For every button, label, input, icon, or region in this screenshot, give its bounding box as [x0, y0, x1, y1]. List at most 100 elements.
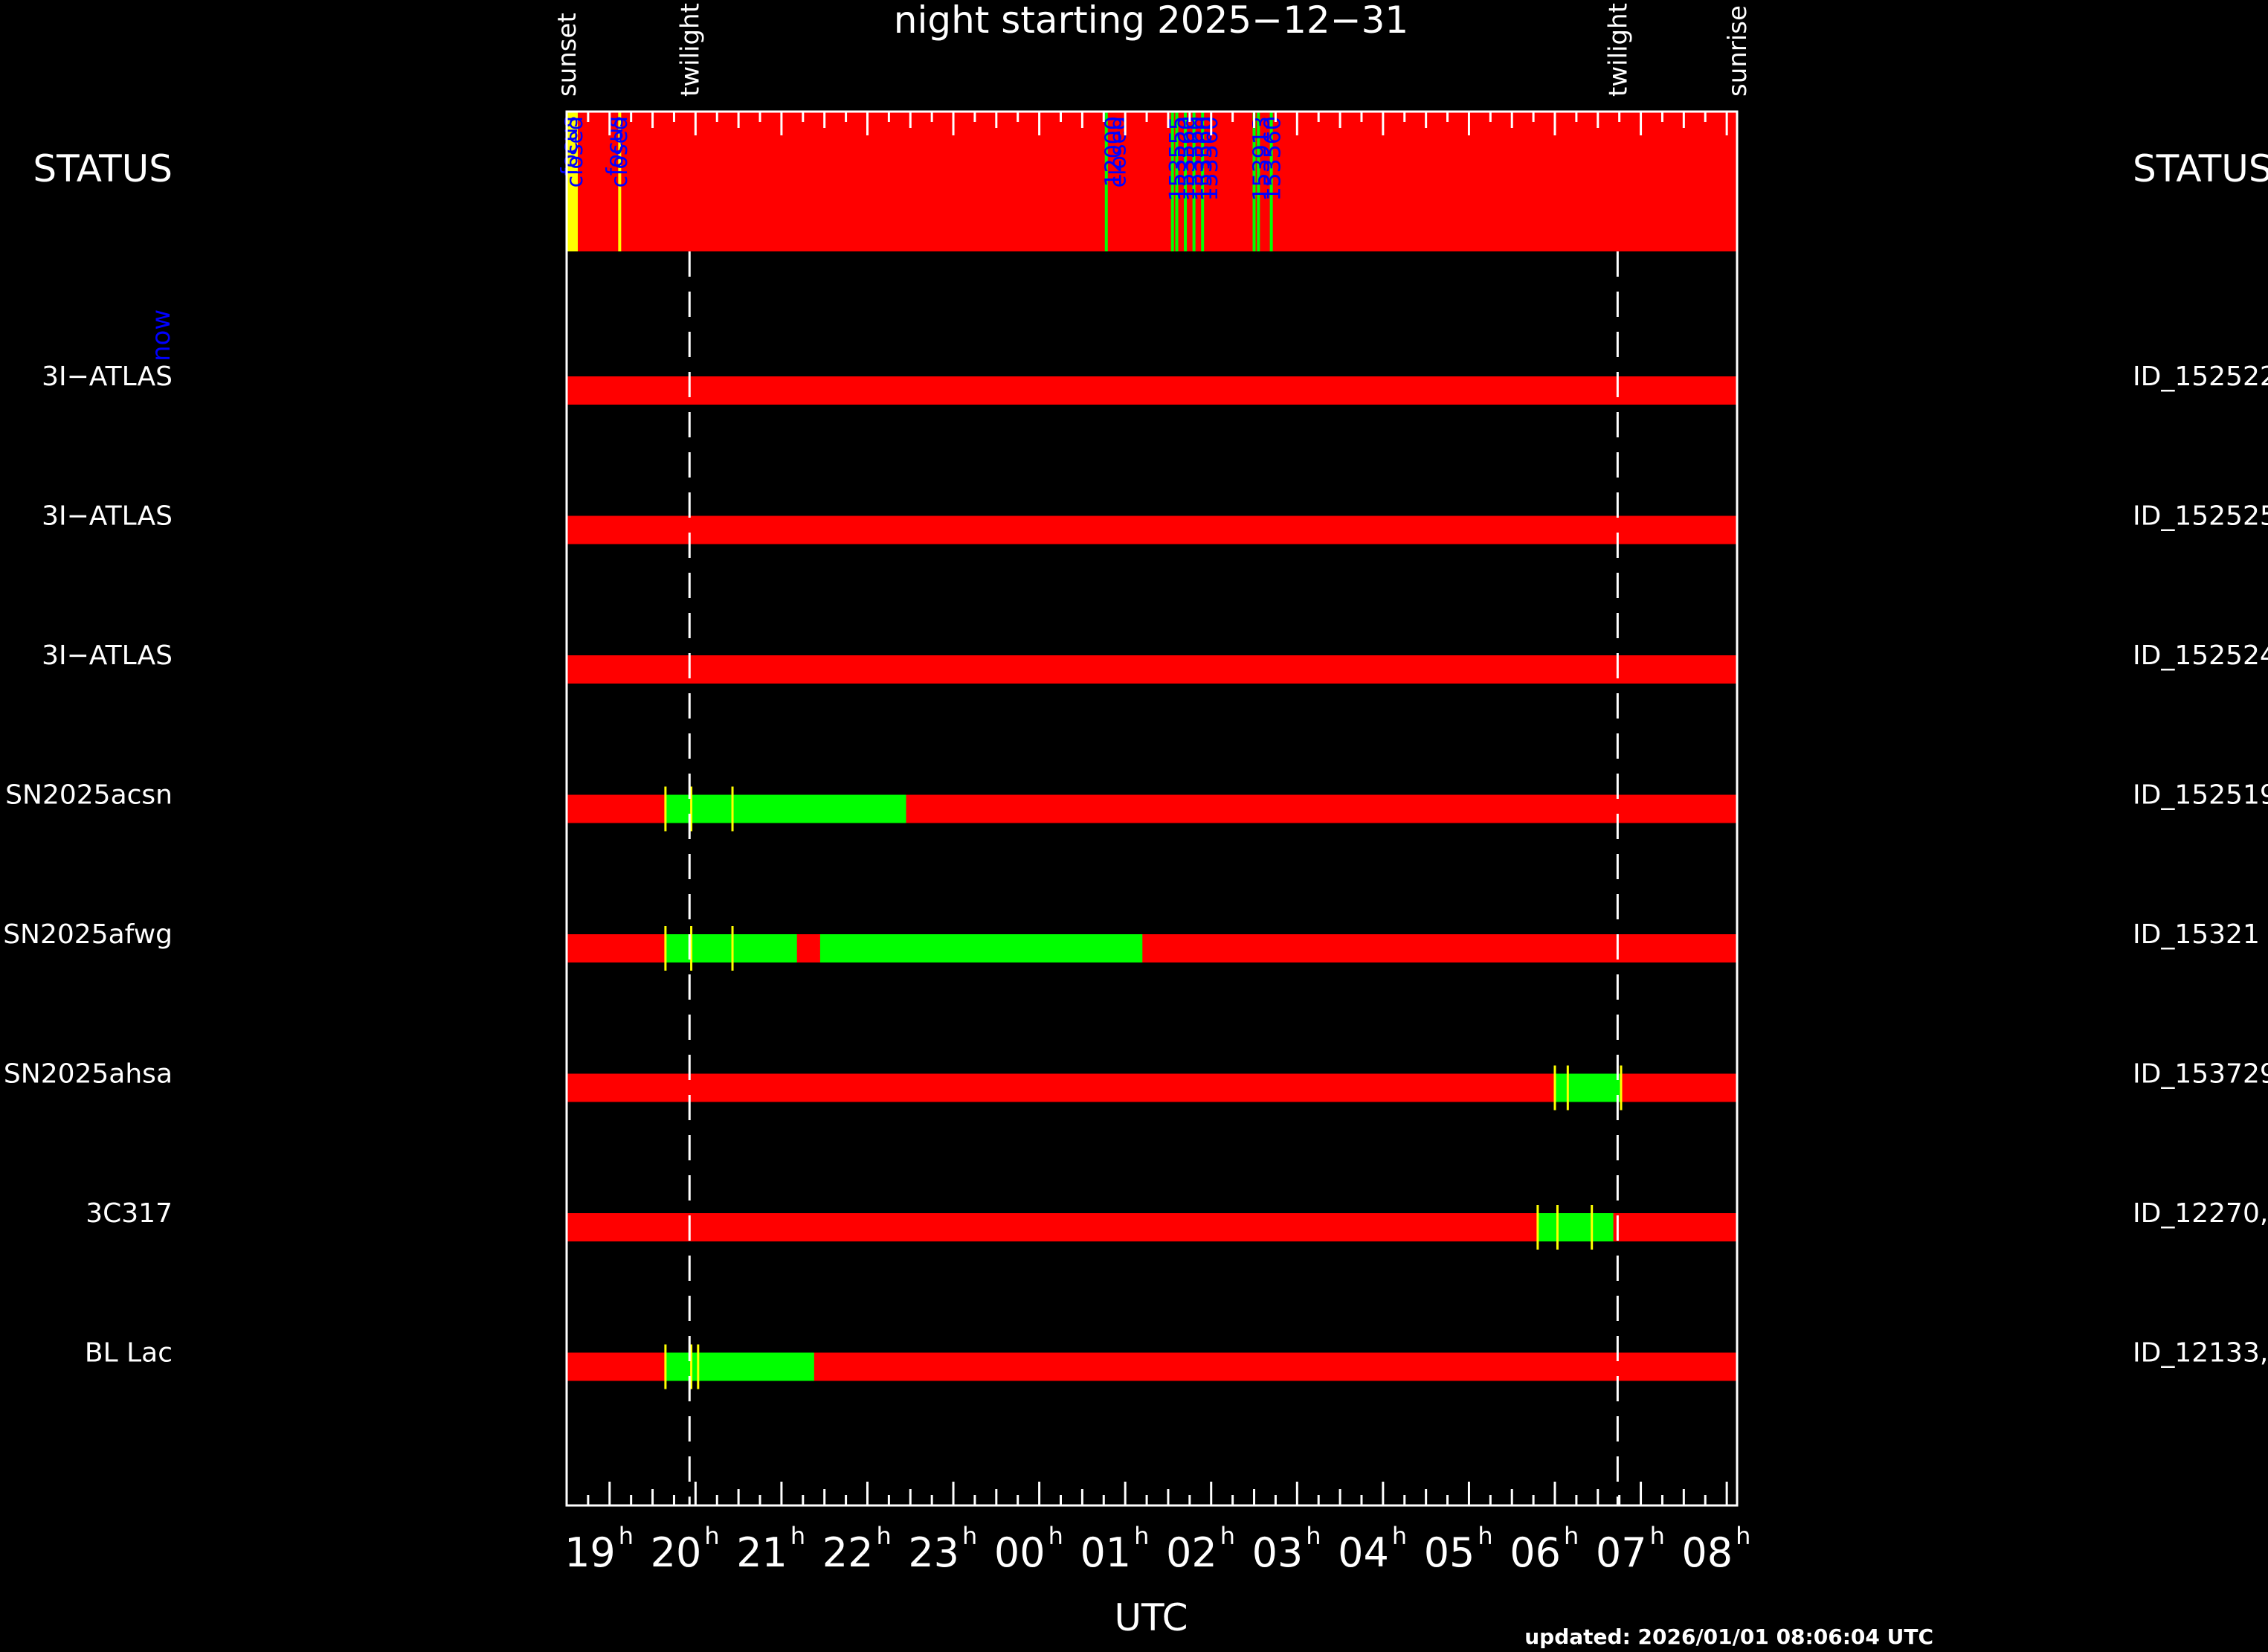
updated-timestamp: updated: 2026/01/01 08:06:04 UTC [1524, 1624, 1933, 1649]
axis-tick-label: 23 [908, 1529, 959, 1576]
row-open-segment [665, 1352, 814, 1381]
status-open-tick [1170, 112, 1174, 251]
status-annotation: 12000 [1101, 116, 1127, 187]
status-open-tick [1269, 112, 1273, 251]
row-closed-bar [567, 515, 1737, 544]
row-target-id: ID_153729 [2133, 1059, 2268, 1090]
target-row: 3I−ATLAS ID_152525 [42, 501, 2268, 544]
x-axis-label: UTC [1114, 1596, 1188, 1639]
axis-tick-unit: h [1650, 1522, 1665, 1550]
axis-tick-label: 00 [994, 1529, 1046, 1576]
marker-label: twilight [1603, 3, 1633, 97]
row-target-id: ID_152519 [2133, 780, 2268, 811]
axis-tick-unit: h [1134, 1522, 1149, 1550]
target-row: 3I−ATLAS ID_152524 [42, 640, 2268, 684]
row-closed-bar [567, 655, 1737, 684]
axis-tick-label: 05 [1424, 1529, 1475, 1576]
row-target-id: ID_152524 [2133, 640, 2268, 671]
status-annotation: 153560 [1191, 116, 1217, 202]
status-annotation: 153560 [1260, 116, 1286, 202]
chart-title: night starting 2025−12−31 [894, 0, 1408, 42]
row-target-id: ID_152522 [2133, 361, 2268, 392]
status-label-left: STATUS [33, 147, 173, 190]
axis-tick-label: 07 [1596, 1529, 1647, 1576]
axis-tick-unit: h [962, 1522, 977, 1550]
axis-tick-unit: h [876, 1522, 891, 1550]
row-open-segment [819, 934, 1143, 962]
now-indicator: now [146, 309, 176, 361]
axis-tick-label: 19 [564, 1529, 616, 1576]
status-open-tick [1175, 112, 1179, 251]
sun-markers: sunset twilight twilight sunrise [552, 3, 1753, 1505]
target-row: SN2025acsn ID_152519 [5, 780, 2268, 832]
row-open-segment [665, 794, 906, 823]
axis-tick-unit: h [1392, 1522, 1407, 1550]
status-annotation: focus [557, 116, 583, 176]
marker-label: twilight [675, 3, 705, 97]
status-open-tick [1252, 112, 1256, 251]
axis-tick-unit: h [704, 1522, 719, 1550]
axis-tick-label: 06 [1510, 1529, 1561, 1576]
axis-tick-label: 08 [1681, 1529, 1733, 1576]
row-closed-bar [567, 376, 1737, 405]
target-row: 3I−ATLAS ID_152522 [42, 361, 2268, 405]
status-open-tick [1184, 112, 1188, 251]
status-annotation: closed [1105, 116, 1131, 187]
row-target-name: 3I−ATLAS [42, 361, 173, 392]
axis-tick-label: 02 [1166, 1529, 1217, 1576]
status-label-right: STATUS [2133, 147, 2268, 190]
axis-tick-unit: h [1478, 1522, 1492, 1550]
status-annotation: 153913 [1249, 116, 1275, 202]
target-row: BL Lac ID_12133, [85, 1338, 2268, 1389]
status-open-tick [1104, 112, 1108, 251]
status-annotation: 153560 [1174, 116, 1200, 202]
row-target-name: SN2025afwg [3, 919, 173, 950]
status-open-tick [1257, 112, 1260, 251]
plot-frame [565, 110, 1739, 1507]
row-target-name: BL Lac [85, 1338, 173, 1369]
marker-label: sunrise [1723, 5, 1753, 97]
row-target-name: SN2025acsn [5, 780, 173, 811]
axis-tick-label: 20 [651, 1529, 702, 1576]
axis-tick-unit: h [1306, 1522, 1321, 1550]
row-closed-bar [567, 1073, 1737, 1102]
status-annotation: closed [607, 116, 633, 187]
row-open-segment [1555, 1073, 1621, 1102]
axis-tick-unit: h [1048, 1522, 1063, 1550]
row-open-segment [1537, 1213, 1614, 1241]
status-open-tick [1201, 112, 1205, 251]
axis-tick-label: 21 [736, 1529, 787, 1576]
status-annotation: 153555 [1165, 116, 1191, 202]
axis-tick-label: 04 [1338, 1529, 1389, 1576]
axis-tick-unit: h [1220, 1522, 1235, 1550]
time-axis: 19 h 20 h 21 h 22 h 23 h 00 h 01 h 02 h 03 h 04 h 05 h 06 h 07 h 0… [564, 112, 1750, 1576]
row-target-name: 3C317 [86, 1198, 173, 1229]
status-annotation: focus [602, 116, 628, 176]
marker-label: sunset [552, 13, 582, 97]
axis-tick-unit: h [1736, 1522, 1750, 1550]
status-open-tick [1192, 112, 1196, 251]
row-target-name: SN2025ahsa [4, 1059, 173, 1090]
row-target-id: ID_12133, [2133, 1338, 2268, 1369]
axis-tick-label: 22 [822, 1529, 874, 1576]
status-focus-block [567, 112, 579, 251]
target-row: 3C317 ID_12270, [86, 1198, 2268, 1250]
row-target-name: 3I−ATLAS [42, 640, 173, 671]
row-target-name: 3I−ATLAS [42, 501, 173, 532]
status-annotation: 153560 [1182, 116, 1208, 202]
row-open-segment [665, 934, 797, 962]
axis-tick-unit: h [790, 1522, 805, 1550]
axis-tick-label: 01 [1080, 1529, 1131, 1576]
axis-tick-unit: h [1564, 1522, 1579, 1550]
row-target-id: ID_12270, [2133, 1198, 2268, 1229]
status-focus-block [618, 112, 622, 251]
row-target-id: ID_15321 [2133, 919, 2260, 950]
axis-tick-unit: h [619, 1522, 634, 1550]
row-target-id: ID_152525 [2133, 501, 2268, 532]
target-row: SN2025afwg ID_15321 [3, 919, 2260, 971]
target-row: SN2025ahsa ID_153729 [4, 1059, 2268, 1111]
status-closed-bar [567, 112, 1737, 251]
